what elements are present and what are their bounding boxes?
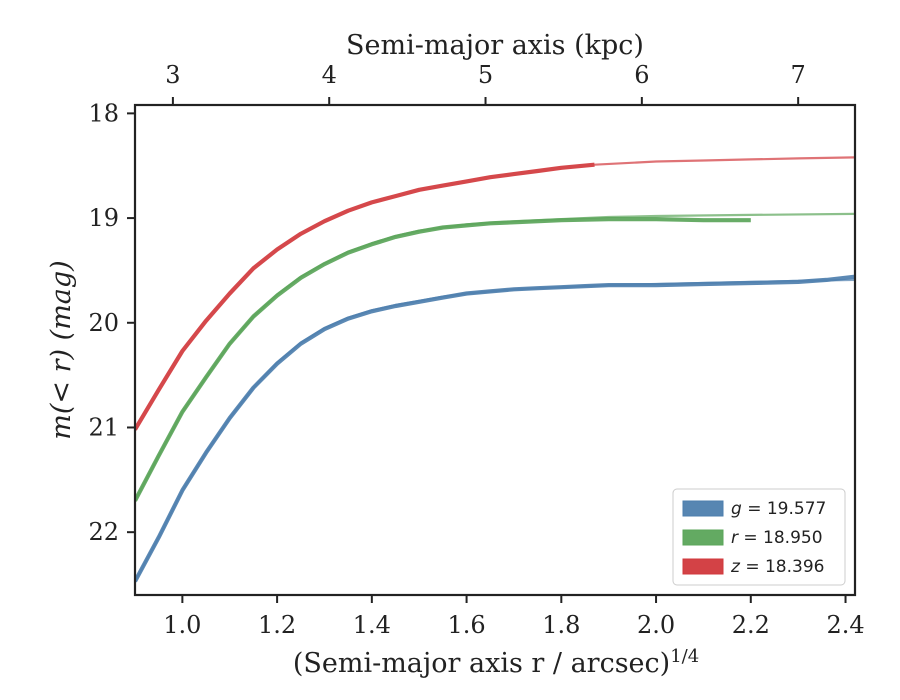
top-x-axis-title: Semi-major axis (kpc) <box>346 30 644 61</box>
top-x-tick-label: 6 <box>634 61 649 89</box>
top-x-tick-label: 4 <box>322 61 337 89</box>
x-tick-label: 1.4 <box>353 611 391 639</box>
ticks: 1.0 1.2 1.4 1.6 1.8 2.0 2.2 2.4 3 4 5 6 7 18 19 20 21 22 <box>88 61 864 639</box>
x-tick-label: 2.4 <box>826 611 864 639</box>
top-x-tick-label: 7 <box>791 61 806 89</box>
legend-label-r: r = 18.950 <box>731 528 823 548</box>
y-tick-label: 20 <box>88 309 119 337</box>
series-z-model-line <box>594 156 855 166</box>
series-curves <box>135 156 855 583</box>
x-tick-label: 2.0 <box>637 611 675 639</box>
legend-swatch-g <box>682 500 724 517</box>
y-axis-title: m(< r) (mag) <box>46 260 77 439</box>
y-tick-label: 18 <box>88 99 119 127</box>
legend-swatch-z <box>682 558 724 575</box>
axes <box>133 103 857 597</box>
top-x-tick-label: 3 <box>165 61 180 89</box>
x-tick-label: 2.2 <box>732 611 770 639</box>
x-tick-label: 1.6 <box>447 611 485 639</box>
series-z-data-line <box>135 162 595 431</box>
x-axis-title-superscript: 1/4 <box>670 646 699 667</box>
series-g-data-line <box>135 274 855 583</box>
x-tick-label: 1.8 <box>542 611 580 639</box>
y-tick-label: 19 <box>88 204 119 232</box>
y-tick-label: 22 <box>88 518 119 546</box>
legend-swatch-r <box>682 529 724 546</box>
legend: g = 19.577 r = 18.950 z = 18.396 <box>672 488 846 586</box>
series-r-data-line <box>135 217 751 502</box>
plot-frame <box>133 103 857 597</box>
x-axis-title-main: (Semi-major axis r / arcsec) <box>293 648 670 679</box>
x-axis-title: (Semi-major axis r / arcsec)1/4 <box>293 646 699 679</box>
x-tick-label: 1.2 <box>258 611 296 639</box>
legend-label-z: z = 18.396 <box>730 557 824 577</box>
top-x-tick-label: 5 <box>478 61 493 89</box>
x-tick-label: 1.0 <box>163 611 201 639</box>
y-tick-label: 21 <box>88 413 119 441</box>
legend-label-g: g = 19.577 <box>731 499 826 519</box>
